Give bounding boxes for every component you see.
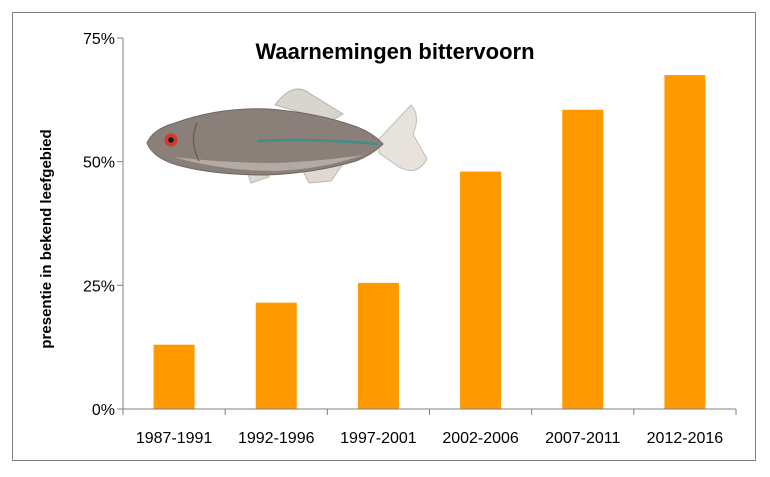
bar-2002-2006	[460, 171, 502, 409]
x-tick-label: 1987-1991	[136, 430, 213, 447]
fish-icon	[146, 88, 428, 184]
chart-frame: Waarnemingen bittervoorn presentie in be…	[12, 12, 756, 461]
y-axis-title: presentie in bekend leefgebied	[38, 129, 55, 348]
x-tick-label: 1997-2001	[340, 430, 417, 447]
y-tick-label: 0%	[92, 402, 115, 419]
bar-1997-2001	[357, 282, 399, 409]
fish-body	[146, 108, 384, 176]
y-tick-label: 50%	[83, 155, 115, 172]
chart-title: Waarnemingen bittervoorn	[255, 39, 534, 64]
x-tick-label: 2002-2006	[442, 430, 519, 447]
fish-tail-fin	[378, 104, 428, 172]
plot-area: 0% 25% 50% 75% 1987-1991 1992-1996 1997-2001 20…	[83, 31, 737, 447]
bar-chart: Waarnemingen bittervoorn presentie in be…	[38, 31, 737, 447]
x-tick-label: 2007-2011	[545, 430, 620, 447]
fish-pupil	[168, 137, 174, 143]
y-tick-label: 75%	[83, 31, 115, 48]
fish-belly	[173, 155, 363, 171]
x-tick-label: 2012-2016	[647, 430, 724, 447]
bar-2012-2016	[664, 75, 706, 409]
bar-1992-1996	[255, 302, 297, 409]
y-tick-label: 25%	[83, 278, 115, 295]
fish-lateral-stripe	[256, 138, 378, 146]
bar-1987-1991	[153, 344, 195, 409]
fish-dorsal-fin	[274, 88, 344, 122]
fish-gill	[192, 122, 200, 162]
bar-2007-2011	[562, 109, 604, 409]
x-tick-label: 1992-1996	[238, 430, 315, 447]
